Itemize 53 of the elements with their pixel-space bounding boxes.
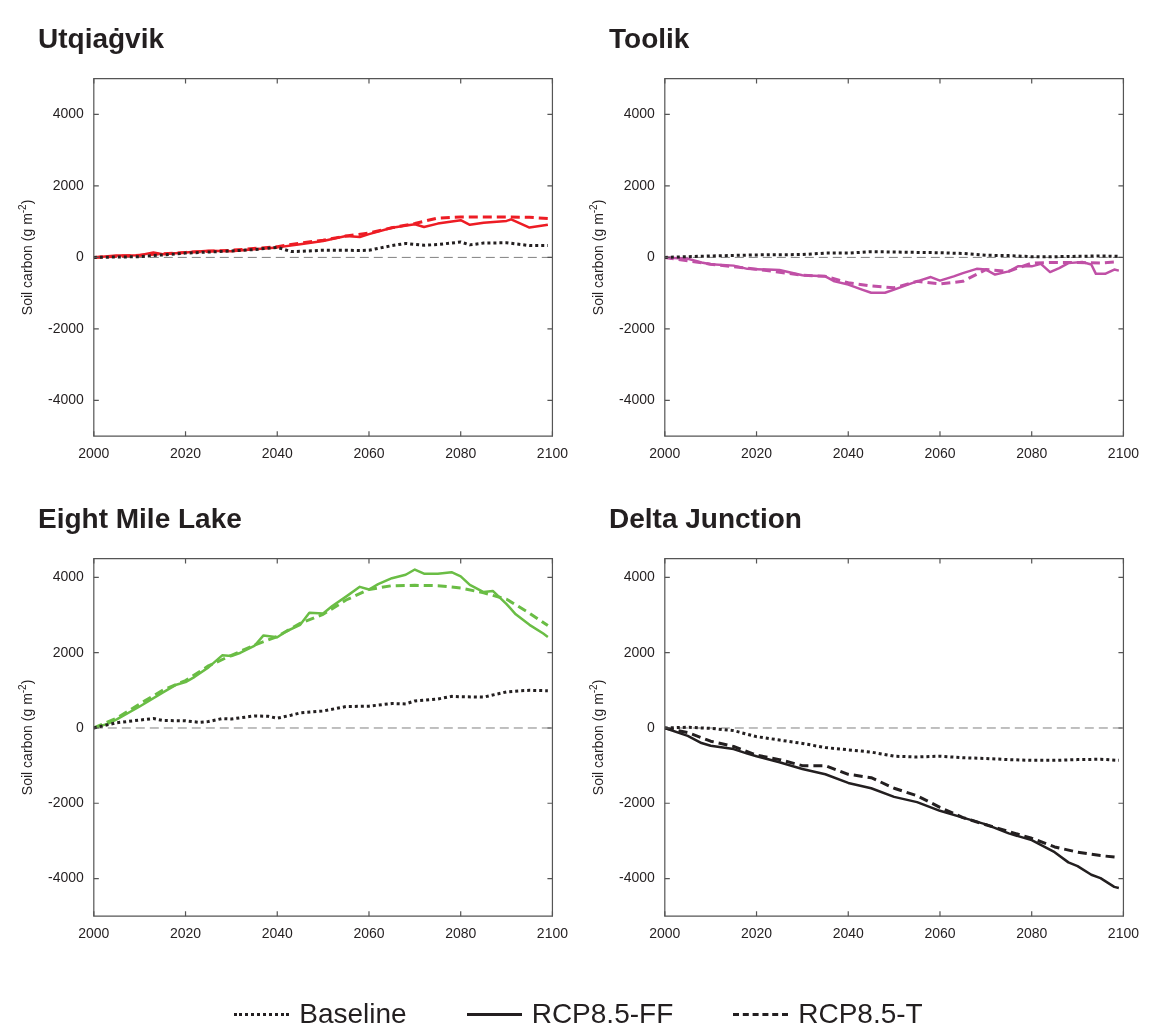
chart-title: Delta Junction (609, 502, 802, 534)
x-tick-label: 2040 (261, 445, 294, 462)
y-tick-label: -4000 (618, 391, 656, 408)
x-tick-label: 2080 (445, 925, 477, 942)
y-tick-label: -4000 (47, 869, 85, 886)
y-tick-label: 0 (76, 718, 85, 735)
x-tick-label: 2080 (1016, 925, 1048, 942)
x-tick-label: 2020 (740, 925, 773, 942)
x-tick-label: 2100 (536, 925, 569, 942)
chart-title: Eight Mile Lake (38, 502, 242, 534)
y-tick-label: 4000 (623, 105, 656, 122)
y-axis-title: Soil carbon (g m-2) (16, 679, 35, 796)
x-tick-label: 2020 (169, 445, 202, 462)
y-tick-label: 0 (647, 718, 656, 735)
x-tick-label: 2100 (1107, 925, 1140, 942)
x-tick-label: 2060 (353, 445, 385, 462)
y-tick-label: 4000 (52, 568, 85, 585)
y-tick-label: 2000 (623, 176, 656, 193)
line-series (93, 240, 550, 259)
y-tick-label: -2000 (618, 319, 656, 336)
y-tick-label: 2000 (623, 643, 656, 660)
x-tick-label: 2040 (832, 445, 865, 462)
y-tick-label: 0 (76, 248, 85, 265)
y-tick-label: -2000 (618, 794, 656, 811)
y-tick-label: -2000 (47, 794, 85, 811)
y-tick-label: -2000 (47, 319, 85, 336)
y-tick-label: 2000 (52, 643, 85, 660)
x-tick-label: 2060 (924, 445, 956, 462)
x-tick-label: 2060 (353, 925, 385, 942)
y-axis-title: Soil carbon (g m-2) (587, 199, 606, 316)
legend-label: RCP8.5-T (798, 998, 923, 1030)
x-tick-label: 2040 (261, 925, 294, 942)
x-tick-label: 2040 (832, 925, 865, 942)
y-tick-label: 0 (647, 248, 656, 265)
line-series (93, 688, 550, 730)
y-tick-label: -4000 (618, 869, 656, 886)
legend-label: RCP8.5-FF (531, 998, 674, 1030)
x-tick-label: 2080 (1016, 445, 1048, 462)
x-tick-label: 2080 (445, 445, 477, 462)
legend-label: Baseline (299, 998, 407, 1030)
x-tick-label: 2020 (169, 925, 202, 942)
y-tick-label: 4000 (52, 105, 85, 122)
x-tick-label: 2060 (924, 925, 956, 942)
y-tick-label: 4000 (623, 568, 656, 585)
chart-title: Utqiaġvik (38, 22, 165, 54)
x-tick-label: 2100 (536, 445, 569, 462)
x-tick-label: 2100 (1107, 445, 1140, 462)
y-tick-label: -4000 (47, 391, 85, 408)
y-axis-title: Soil carbon (g m-2) (16, 199, 35, 316)
y-axis-title: Soil carbon (g m-2) (587, 679, 606, 796)
x-tick-label: 2020 (740, 445, 773, 462)
chart-title: Toolik (609, 22, 690, 54)
y-tick-label: 2000 (52, 176, 85, 193)
